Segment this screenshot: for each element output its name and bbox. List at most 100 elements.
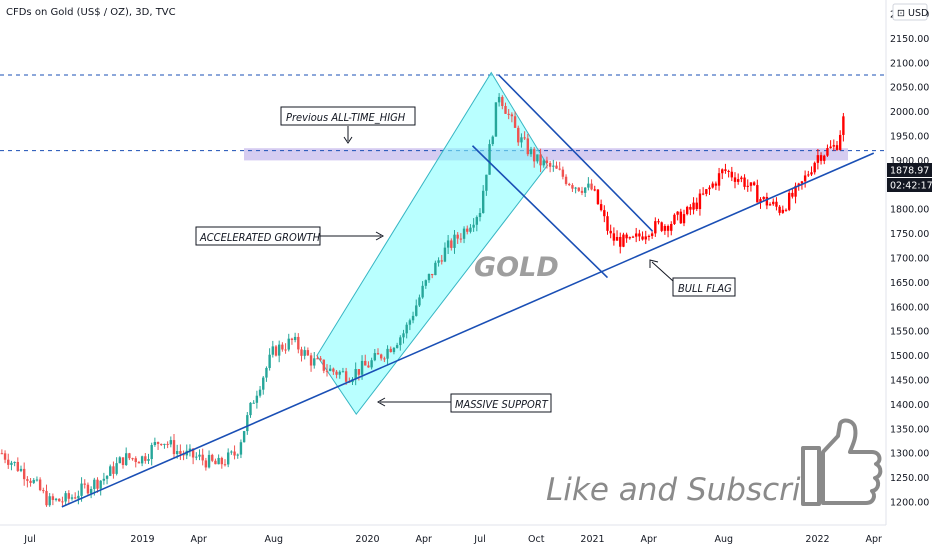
- candle-body: [332, 368, 335, 372]
- ath-zone: [244, 148, 848, 161]
- candle-body: [816, 155, 820, 163]
- candle-body: [376, 353, 380, 355]
- candle-body: [214, 460, 217, 465]
- bull-flag-upper-line[interactable]: [498, 74, 654, 232]
- time-tick-label: Apr: [416, 534, 433, 545]
- candle-body: [746, 185, 749, 187]
- candle-body: [112, 466, 115, 474]
- candle-body: [290, 338, 294, 341]
- candle-body: [86, 484, 90, 494]
- candle-body: [160, 443, 163, 445]
- candle-body: [246, 415, 249, 432]
- candle-body: [752, 182, 756, 186]
- arrow-icon: [649, 259, 659, 268]
- candle-body: [379, 354, 383, 359]
- candle-body: [258, 389, 262, 396]
- candle-body: [705, 189, 708, 194]
- candle-body: [730, 171, 734, 178]
- currency-selector[interactable]: ⊡ USD: [892, 3, 928, 21]
- candle-body: [657, 221, 660, 223]
- candle-body: [532, 149, 536, 162]
- candle-body: [265, 367, 268, 378]
- candle-body: [102, 478, 106, 481]
- candle-body: [612, 233, 616, 241]
- candle-body: [226, 452, 230, 465]
- candle-body: [596, 189, 600, 205]
- candle-body: [42, 490, 45, 492]
- support-trendline[interactable]: [61, 152, 875, 508]
- candle-body: [787, 192, 791, 210]
- time-tick-label: 2022: [805, 534, 829, 545]
- candle-body: [724, 169, 727, 171]
- candle-body: [497, 96, 501, 103]
- candle-body: [415, 305, 418, 316]
- current-price-label: 1878.97 02:42:17: [887, 163, 932, 192]
- candle-body: [501, 96, 504, 107]
- candle-body: [628, 237, 632, 239]
- candle-body: [118, 457, 122, 464]
- candle-body: [717, 173, 721, 186]
- candle-body: [48, 496, 51, 506]
- candle-body: [459, 238, 463, 240]
- bull-flag-label: BULL FLAG: [678, 282, 732, 295]
- candle-body: [599, 204, 603, 211]
- candle-body: [313, 358, 316, 366]
- candle-body: [663, 226, 667, 231]
- candle-body: [16, 461, 20, 471]
- candle-body: [89, 488, 93, 494]
- candle-body: [609, 230, 612, 234]
- price-tick-label: 1700.00: [890, 254, 929, 265]
- candle-body: [38, 479, 42, 491]
- candle-body: [692, 202, 695, 210]
- candle-body: [99, 480, 102, 489]
- candle-body: [475, 217, 479, 225]
- candle-body: [29, 480, 32, 483]
- candle-body: [437, 260, 440, 263]
- time-axis[interactable]: Jul 2019 Apr Aug 2020 Apr Jul Oct 2021 Apr Aug 2022…: [23, 534, 882, 545]
- candle-body: [478, 213, 482, 218]
- price-tick-label: 1800.00: [890, 205, 929, 216]
- bar-countdown: 02:42:17: [890, 181, 932, 192]
- candle-body: [619, 236, 622, 247]
- candle-body: [408, 320, 412, 325]
- candle-body: [195, 456, 198, 458]
- candle-body: [689, 206, 692, 210]
- candle-body: [360, 360, 364, 375]
- time-tick-label: Jul: [473, 534, 485, 545]
- candle-body: [453, 234, 456, 248]
- candle-body: [666, 226, 670, 231]
- candle-body: [61, 501, 64, 503]
- candle-body: [736, 179, 740, 182]
- price-tick-label: 1650.00: [890, 278, 929, 289]
- candle-body: [383, 358, 386, 360]
- symbol-title: CFDs on Gold (US$ / OZ), 3D, TVC: [6, 7, 176, 18]
- candle-body: [733, 177, 737, 182]
- candle-body: [472, 224, 475, 228]
- candle-body: [564, 176, 568, 184]
- candle-body: [83, 483, 86, 485]
- candle-body: [392, 347, 396, 353]
- candle-body: [77, 495, 80, 499]
- candle-body: [316, 358, 319, 360]
- candle-body: [603, 210, 606, 217]
- candlestick-series: [0, 93, 845, 507]
- like-subscribe-text: Like and Subscribe!: [546, 472, 852, 508]
- time-tick-label: Aug: [264, 534, 283, 545]
- candle-body: [344, 371, 348, 382]
- candle-body: [838, 134, 842, 150]
- candle-body: [131, 458, 134, 460]
- candle-body: [0, 453, 4, 455]
- price-tick-label: 1350.00: [890, 424, 929, 435]
- candle-body: [338, 371, 341, 375]
- candle-body: [494, 102, 498, 137]
- candle-body: [26, 479, 29, 481]
- candle-body: [105, 475, 109, 479]
- price-tick-label: 1950.00: [890, 132, 929, 143]
- candle-body: [427, 273, 431, 281]
- candle-body: [446, 240, 450, 248]
- candle-body: [335, 371, 338, 375]
- price-axis[interactable]: 1200.00 1250.00 1300.00 1350.00 1400.00 1450.…: [890, 10, 929, 509]
- candle-body: [698, 193, 702, 210]
- bull-flag-lower-line[interactable]: [471, 145, 609, 279]
